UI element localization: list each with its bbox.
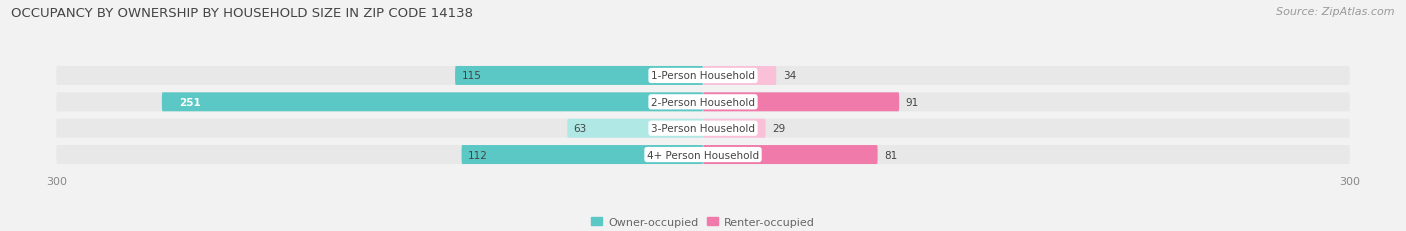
Text: 251: 251 xyxy=(179,97,201,107)
FancyBboxPatch shape xyxy=(56,67,1350,85)
FancyBboxPatch shape xyxy=(56,146,1350,164)
FancyBboxPatch shape xyxy=(162,93,703,112)
Legend: Owner-occupied, Renter-occupied: Owner-occupied, Renter-occupied xyxy=(586,212,820,231)
Text: Source: ZipAtlas.com: Source: ZipAtlas.com xyxy=(1277,7,1395,17)
Text: 63: 63 xyxy=(574,124,586,134)
FancyBboxPatch shape xyxy=(567,119,703,138)
Text: 1-Person Household: 1-Person Household xyxy=(651,71,755,81)
FancyBboxPatch shape xyxy=(461,146,703,164)
Text: 4+ Person Household: 4+ Person Household xyxy=(647,150,759,160)
Text: OCCUPANCY BY OWNERSHIP BY HOUSEHOLD SIZE IN ZIP CODE 14138: OCCUPANCY BY OWNERSHIP BY HOUSEHOLD SIZE… xyxy=(11,7,474,20)
FancyBboxPatch shape xyxy=(703,146,877,164)
Text: 81: 81 xyxy=(884,150,897,160)
Text: 3-Person Household: 3-Person Household xyxy=(651,124,755,134)
FancyBboxPatch shape xyxy=(56,93,1350,112)
Text: 115: 115 xyxy=(461,71,481,81)
FancyBboxPatch shape xyxy=(456,67,703,85)
Text: 91: 91 xyxy=(905,97,920,107)
FancyBboxPatch shape xyxy=(703,119,765,138)
Text: 34: 34 xyxy=(783,71,796,81)
Text: 112: 112 xyxy=(468,150,488,160)
Text: 2-Person Household: 2-Person Household xyxy=(651,97,755,107)
FancyBboxPatch shape xyxy=(56,119,1350,138)
FancyBboxPatch shape xyxy=(703,93,900,112)
FancyBboxPatch shape xyxy=(703,67,776,85)
Text: 29: 29 xyxy=(772,124,785,134)
